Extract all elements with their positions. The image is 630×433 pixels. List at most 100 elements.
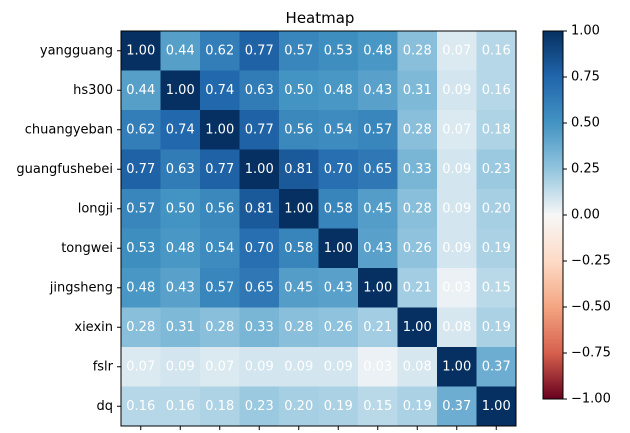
cell-value-label: 0.54 (324, 122, 353, 137)
y-tick-label: dq (96, 399, 113, 414)
cell-value-label: 0.21 (403, 280, 432, 295)
y-tick-label: guangfushebei (16, 162, 113, 177)
cell-value-label: 0.63 (166, 162, 195, 177)
heatmap-frame (120, 30, 517, 427)
heatmap-cell (318, 70, 359, 111)
colorbar-tick-label: 0.75 (571, 70, 600, 85)
cell-value-label: 0.77 (126, 162, 155, 177)
cell-value-label: 0.45 (363, 201, 392, 216)
cell-value-label: 0.26 (324, 320, 353, 335)
cell-value-label: 0.62 (126, 122, 155, 137)
cell-value-label: 0.19 (324, 399, 353, 414)
heatmap-cell (397, 110, 438, 150)
cell-value-label: 0.16 (126, 399, 155, 414)
cell-value-label: 1.00 (324, 241, 353, 256)
heatmap-cell (318, 31, 359, 71)
heatmap-cell (358, 386, 398, 427)
heatmap-cell (476, 149, 517, 190)
heatmap-cell (160, 70, 201, 111)
heatmap-cell (279, 31, 319, 71)
heatmap-cell (121, 149, 161, 190)
heatmap-cell (200, 70, 240, 111)
heatmap-cell (476, 307, 517, 348)
cell-value-label: 0.63 (245, 83, 274, 98)
heatmap-cell (239, 228, 280, 269)
cell-value-label: 0.58 (324, 201, 353, 216)
heatmap-cell (121, 31, 161, 71)
heatmap-cell (358, 149, 398, 190)
heatmap-cell (358, 307, 398, 348)
cell-value-label: 0.57 (363, 122, 392, 137)
heatmap-cell (239, 307, 280, 348)
y-tick-label: yangguang (40, 43, 113, 58)
cell-value-label: 0.31 (403, 83, 432, 98)
heatmap-cell (437, 189, 477, 229)
cell-value-label: 0.28 (403, 43, 432, 58)
heatmap-cell (121, 110, 161, 150)
cell-value-label: 0.43 (363, 83, 392, 98)
heatmap-cell (437, 268, 477, 308)
cell-value-label: 0.08 (442, 320, 471, 335)
cell-value-label: 0.81 (284, 162, 313, 177)
cell-value-label: 0.33 (403, 162, 432, 177)
cell-value-label: 0.54 (205, 241, 234, 256)
colorbar (542, 30, 564, 400)
cell-value-label: 0.58 (284, 241, 313, 256)
heatmap-cells: 1.00 0.44 0.62 0.77 0.57 0.53 0.48 0.28 0.07 0.16… (121, 31, 517, 427)
cell-value-label: 0.43 (363, 241, 392, 256)
cell-value-label: 0.18 (482, 122, 511, 137)
cell-value-label: 0.57 (284, 43, 313, 58)
heatmap-cell (200, 110, 240, 150)
cell-value-label: 0.15 (482, 280, 511, 295)
cell-value-label: 0.16 (482, 43, 511, 58)
cell-value-label: 0.48 (324, 83, 353, 98)
cell-value-label: 0.48 (126, 280, 155, 295)
y-tick-label: chuangyeban (25, 122, 113, 137)
heatmap-cell (437, 110, 477, 150)
heatmap-cell (160, 307, 201, 348)
heatmap-cell (121, 307, 161, 348)
heatmap-cell (160, 347, 201, 387)
colorbar-tick-label: 0.25 (571, 162, 600, 177)
cell-value-label: 0.16 (166, 399, 195, 414)
cell-value-label: 1.00 (482, 399, 511, 414)
heatmap-cell (279, 307, 319, 348)
cell-value-label: 0.37 (442, 399, 471, 414)
cell-value-label: 0.19 (482, 241, 511, 256)
cell-value-label: 0.08 (403, 359, 432, 374)
cell-value-label: 0.26 (403, 241, 432, 256)
colorbar-tick-label: −1.00 (571, 392, 611, 407)
heatmap-cell (239, 110, 280, 150)
heatmap-cell (437, 149, 477, 190)
heatmap-cell (121, 347, 161, 387)
heatmap-cell (121, 228, 161, 269)
heatmap-cell (279, 347, 319, 387)
heatmap-cell (279, 110, 319, 150)
cell-value-label: 0.15 (363, 399, 392, 414)
y-tick-label: xiexin (74, 320, 113, 335)
heatmap-cell (200, 149, 240, 190)
cell-value-label: 1.00 (363, 280, 392, 295)
cell-value-label: 0.43 (166, 280, 195, 295)
heatmap-cell (200, 347, 240, 387)
heatmap-cell (318, 189, 359, 229)
cell-value-label: 0.62 (205, 43, 234, 58)
heatmap-cell (239, 347, 280, 387)
colorbar-tick-label: 0.50 (571, 116, 600, 131)
y-tick-label: fslr (93, 359, 114, 374)
cell-value-label: 0.09 (442, 241, 471, 256)
cell-value-label: 0.09 (166, 359, 195, 374)
heatmap-cell (318, 268, 359, 308)
heatmap-cell (160, 268, 201, 308)
heatmap-cell (121, 70, 161, 111)
cell-value-label: 0.23 (245, 399, 274, 414)
heatmap-cell (437, 228, 477, 269)
cell-value-label: 0.03 (363, 359, 392, 374)
cell-value-label: 0.74 (166, 122, 195, 137)
heatmap-cell (397, 31, 438, 71)
heatmap-cell (239, 268, 280, 308)
heatmap-cell (200, 386, 240, 427)
cell-value-label: 0.57 (205, 280, 234, 295)
colorbar-tick-label: 0.00 (571, 208, 600, 223)
